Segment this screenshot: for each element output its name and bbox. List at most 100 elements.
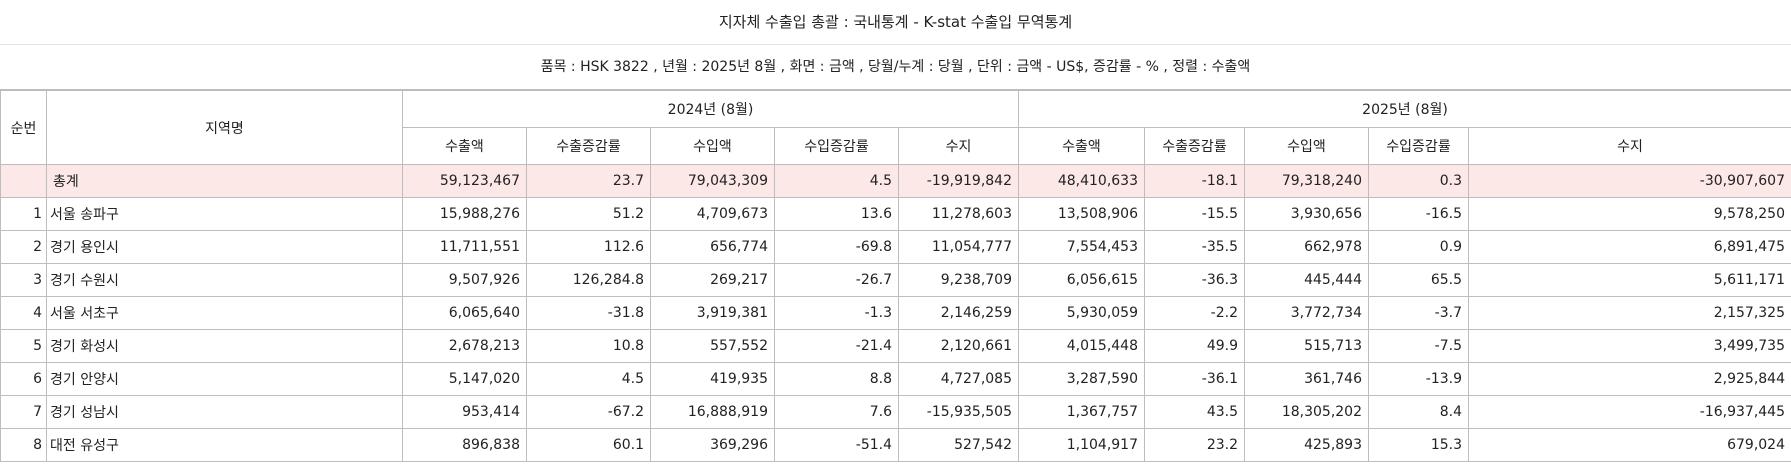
export-rate-2024-cell: 10.8 [526,329,651,363]
import-2024-cell: 557,552 [650,329,775,363]
export-2024-cell: 953,414 [402,395,527,429]
export-rate-2025-cell: 43.5 [1144,395,1245,429]
balance-2024-cell: 527,542 [898,428,1019,462]
balance-2025-cell: 3,499,735 [1468,329,1791,363]
table-row[interactable]: 1 서울 송파구 15,988,276 51.2 4,709,673 13.6 … [0,197,1791,231]
total-balance-2025: -30,907,607 [1468,164,1791,198]
export-2025-cell: 1,367,757 [1018,395,1145,429]
import-rate-2024-cell: 7.6 [774,395,899,429]
row-seq: 1 [0,197,47,231]
total-balance-2024: -19,919,842 [898,164,1019,198]
export-rate-2025-cell: -36.1 [1144,362,1245,396]
import-rate-2025-cell: -7.5 [1368,329,1469,363]
query-conditions: 품목 : HSK 3822 , 년월 : 2025년 8월 , 화면 : 금액 … [0,45,1791,90]
balance-2024-cell: 2,120,661 [898,329,1019,363]
column-header-seq[interactable]: 순번 [0,90,47,165]
balance-2024-cell: 11,278,603 [898,197,1019,231]
export-rate-2025-cell: 23.2 [1144,428,1245,462]
row-region-name: 경기 수원시 [46,263,403,297]
import-2025-cell: 361,746 [1244,362,1369,396]
column-header-balance-2025[interactable]: 수지 [1468,127,1791,165]
column-header-import-2025[interactable]: 수입액 [1244,127,1369,165]
column-header-region[interactable]: 지역명 [46,90,403,165]
total-import-rate-2024: 4.5 [774,164,899,198]
import-rate-2025-cell: -3.7 [1368,296,1469,330]
balance-2025-cell: 2,157,325 [1468,296,1791,330]
row-region-name: 경기 안양시 [46,362,403,396]
row-seq: 6 [0,362,47,396]
total-export-2025: 48,410,633 [1018,164,1145,198]
export-2025-cell: 13,508,906 [1018,197,1145,231]
import-rate-2024-cell: -1.3 [774,296,899,330]
export-rate-2025-cell: -2.2 [1144,296,1245,330]
balance-2025-cell: 6,891,475 [1468,230,1791,264]
balance-2024-cell: 9,238,709 [898,263,1019,297]
balance-2024-cell: 11,054,777 [898,230,1019,264]
row-seq: 2 [0,230,47,264]
row-seq: 5 [0,329,47,363]
import-rate-2025-cell: 15.3 [1368,428,1469,462]
import-2024-cell: 419,935 [650,362,775,396]
row-region-name: 경기 용인시 [46,230,403,264]
row-seq: 8 [0,428,47,462]
export-2025-cell: 7,554,453 [1018,230,1145,264]
export-2025-cell: 5,930,059 [1018,296,1145,330]
import-2025-cell: 445,444 [1244,263,1369,297]
page-title: 지자체 수출입 총괄 : 국내통계 - K-stat 수출입 무역통계 [0,0,1791,45]
table-row[interactable]: 8 대전 유성구 896,838 60.1 369,296 -51.4 527,… [0,428,1791,462]
import-2024-cell: 656,774 [650,230,775,264]
table-row[interactable]: 7 경기 성남시 953,414 -67.2 16,888,919 7.6 -1… [0,395,1791,429]
column-group-2025: 2025년 (8월) [1018,90,1791,128]
table-body: 총계 59,123,467 23.7 79,043,309 4.5 -19,91… [0,164,1791,462]
column-header-import-rate-2025[interactable]: 수입증감률 [1368,127,1469,165]
export-2025-cell: 6,056,615 [1018,263,1145,297]
export-rate-2025-cell: 49.9 [1144,329,1245,363]
import-rate-2025-cell: 0.9 [1368,230,1469,264]
column-header-export-2024[interactable]: 수출액 [402,127,527,165]
export-2024-cell: 5,147,020 [402,362,527,396]
row-seq: 3 [0,263,47,297]
import-rate-2024-cell: 13.6 [774,197,899,231]
column-header-balance-2024[interactable]: 수지 [898,127,1019,165]
table-row[interactable]: 4 서울 서초구 6,065,640 -31.8 3,919,381 -1.3 … [0,296,1791,330]
export-2025-cell: 1,104,917 [1018,428,1145,462]
import-2024-cell: 269,217 [650,263,775,297]
row-region-name: 대전 유성구 [46,428,403,462]
export-rate-2025-cell: -36.3 [1144,263,1245,297]
export-rate-2025-cell: -35.5 [1144,230,1245,264]
column-header-export-2025[interactable]: 수출액 [1018,127,1145,165]
table-row[interactable]: 5 경기 화성시 2,678,213 10.8 557,552 -21.4 2,… [0,329,1791,363]
total-import-2025: 79,318,240 [1244,164,1369,198]
total-export-2024: 59,123,467 [402,164,527,198]
export-2024-cell: 15,988,276 [402,197,527,231]
export-2025-cell: 3,287,590 [1018,362,1145,396]
import-rate-2024-cell: -21.4 [774,329,899,363]
balance-2025-cell: 9,578,250 [1468,197,1791,231]
import-rate-2025-cell: 65.5 [1368,263,1469,297]
column-header-import-2024[interactable]: 수입액 [650,127,775,165]
column-header-import-rate-2024[interactable]: 수입증감률 [774,127,899,165]
import-2025-cell: 3,772,734 [1244,296,1369,330]
column-header-export-rate-2024[interactable]: 수출증감률 [526,127,651,165]
table-row[interactable]: 6 경기 안양시 5,147,020 4.5 419,935 8.8 4,727… [0,362,1791,396]
export-2024-cell: 896,838 [402,428,527,462]
row-region-name: 경기 화성시 [46,329,403,363]
total-row: 총계 59,123,467 23.7 79,043,309 4.5 -19,91… [0,164,1791,198]
import-rate-2025-cell: -16.5 [1368,197,1469,231]
total-import-2024: 79,043,309 [650,164,775,198]
column-header-export-rate-2025[interactable]: 수출증감률 [1144,127,1245,165]
import-2024-cell: 369,296 [650,428,775,462]
table-row[interactable]: 2 경기 용인시 11,711,551 112.6 656,774 -69.8 … [0,230,1791,264]
balance-2024-cell: -15,935,505 [898,395,1019,429]
export-rate-2025-cell: -15.5 [1144,197,1245,231]
export-2025-cell: 4,015,448 [1018,329,1145,363]
import-2025-cell: 18,305,202 [1244,395,1369,429]
import-2025-cell: 662,978 [1244,230,1369,264]
import-2024-cell: 3,919,381 [650,296,775,330]
column-group-2024: 2024년 (8월) [402,90,1019,128]
export-rate-2024-cell: 60.1 [526,428,651,462]
balance-2025-cell: -16,937,445 [1468,395,1791,429]
total-export-rate-2025: -18.1 [1144,164,1245,198]
balance-2025-cell: 679,024 [1468,428,1791,462]
table-row[interactable]: 3 경기 수원시 9,507,926 126,284.8 269,217 -26… [0,263,1791,297]
